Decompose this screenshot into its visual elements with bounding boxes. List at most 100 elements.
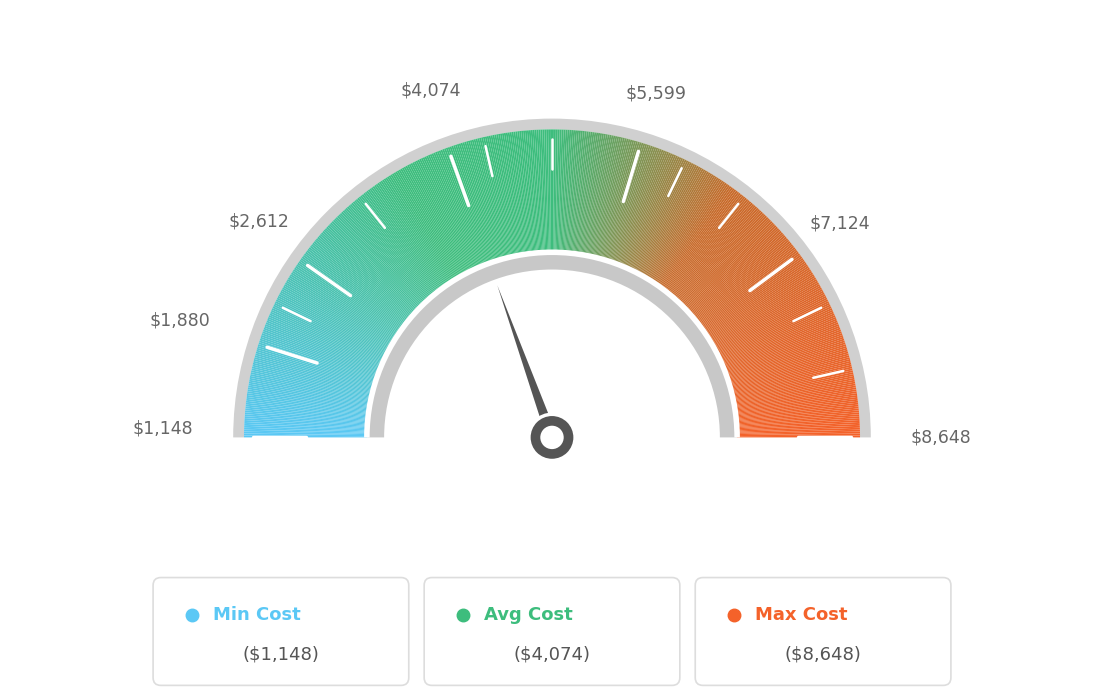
Wedge shape xyxy=(264,328,380,373)
Wedge shape xyxy=(735,395,858,413)
Wedge shape xyxy=(673,205,756,299)
Wedge shape xyxy=(633,160,689,272)
Wedge shape xyxy=(250,380,371,404)
Wedge shape xyxy=(471,139,505,259)
Wedge shape xyxy=(259,340,376,380)
Wedge shape xyxy=(736,406,859,420)
Wedge shape xyxy=(330,222,420,309)
Wedge shape xyxy=(556,130,562,253)
Wedge shape xyxy=(736,416,859,426)
Wedge shape xyxy=(516,131,531,254)
Wedge shape xyxy=(498,134,521,255)
Wedge shape xyxy=(725,331,842,375)
Wedge shape xyxy=(244,418,368,427)
Wedge shape xyxy=(643,168,703,277)
Wedge shape xyxy=(553,130,556,253)
Wedge shape xyxy=(584,134,608,256)
Wedge shape xyxy=(351,203,433,297)
Wedge shape xyxy=(245,406,368,420)
Wedge shape xyxy=(736,433,860,436)
Wedge shape xyxy=(350,204,432,298)
Wedge shape xyxy=(428,155,479,268)
Wedge shape xyxy=(264,326,380,371)
Wedge shape xyxy=(675,208,758,300)
Text: Avg Cost: Avg Cost xyxy=(485,606,573,624)
Wedge shape xyxy=(735,401,858,417)
Wedge shape xyxy=(573,131,588,254)
Wedge shape xyxy=(736,418,860,427)
Wedge shape xyxy=(278,294,389,353)
Wedge shape xyxy=(374,185,446,286)
Wedge shape xyxy=(644,170,708,278)
Wedge shape xyxy=(693,239,789,319)
Wedge shape xyxy=(683,221,773,308)
Wedge shape xyxy=(500,133,522,255)
Wedge shape xyxy=(325,228,416,313)
Wedge shape xyxy=(279,293,389,351)
Wedge shape xyxy=(460,143,498,261)
Wedge shape xyxy=(435,152,482,266)
Text: $1,148: $1,148 xyxy=(132,420,193,437)
Wedge shape xyxy=(364,192,440,290)
Wedge shape xyxy=(455,144,495,262)
Wedge shape xyxy=(562,130,572,253)
Wedge shape xyxy=(691,234,784,316)
Wedge shape xyxy=(723,320,838,368)
Wedge shape xyxy=(244,433,368,436)
Wedge shape xyxy=(725,329,841,374)
Wedge shape xyxy=(548,130,551,253)
Wedge shape xyxy=(680,215,767,305)
Text: $5,599: $5,599 xyxy=(625,85,687,103)
Wedge shape xyxy=(362,194,438,292)
Wedge shape xyxy=(647,173,712,279)
Wedge shape xyxy=(544,130,549,253)
Wedge shape xyxy=(405,166,465,275)
Wedge shape xyxy=(295,266,399,335)
Circle shape xyxy=(540,426,564,449)
Wedge shape xyxy=(666,194,742,292)
Wedge shape xyxy=(360,195,438,293)
Wedge shape xyxy=(736,420,860,428)
Wedge shape xyxy=(635,162,692,273)
Wedge shape xyxy=(668,197,746,294)
Wedge shape xyxy=(395,171,459,278)
Wedge shape xyxy=(470,140,503,259)
Wedge shape xyxy=(318,235,413,317)
Wedge shape xyxy=(715,294,826,353)
Wedge shape xyxy=(672,204,754,298)
Wedge shape xyxy=(290,274,395,340)
Wedge shape xyxy=(698,248,797,325)
Wedge shape xyxy=(728,340,845,380)
Wedge shape xyxy=(716,296,827,353)
Wedge shape xyxy=(721,311,834,363)
Wedge shape xyxy=(657,184,729,286)
Wedge shape xyxy=(694,241,790,320)
Wedge shape xyxy=(707,269,811,337)
Wedge shape xyxy=(284,284,392,346)
Wedge shape xyxy=(699,250,798,326)
Wedge shape xyxy=(521,130,534,253)
Wedge shape xyxy=(658,185,730,286)
Wedge shape xyxy=(304,253,404,328)
Wedge shape xyxy=(248,384,370,406)
Wedge shape xyxy=(640,166,700,275)
Wedge shape xyxy=(443,149,487,265)
Wedge shape xyxy=(648,175,714,280)
Wedge shape xyxy=(696,243,792,322)
Wedge shape xyxy=(598,139,630,259)
Wedge shape xyxy=(591,137,619,257)
Wedge shape xyxy=(368,253,736,437)
Wedge shape xyxy=(597,139,628,258)
Wedge shape xyxy=(244,430,368,434)
Wedge shape xyxy=(246,395,369,413)
Wedge shape xyxy=(244,435,368,437)
Wedge shape xyxy=(251,372,371,400)
Wedge shape xyxy=(254,359,373,391)
Wedge shape xyxy=(660,188,734,288)
Wedge shape xyxy=(245,408,368,421)
Text: $1,880: $1,880 xyxy=(149,311,210,329)
Text: $7,124: $7,124 xyxy=(810,215,870,233)
Wedge shape xyxy=(309,247,406,324)
Wedge shape xyxy=(736,430,860,434)
Wedge shape xyxy=(537,130,544,253)
